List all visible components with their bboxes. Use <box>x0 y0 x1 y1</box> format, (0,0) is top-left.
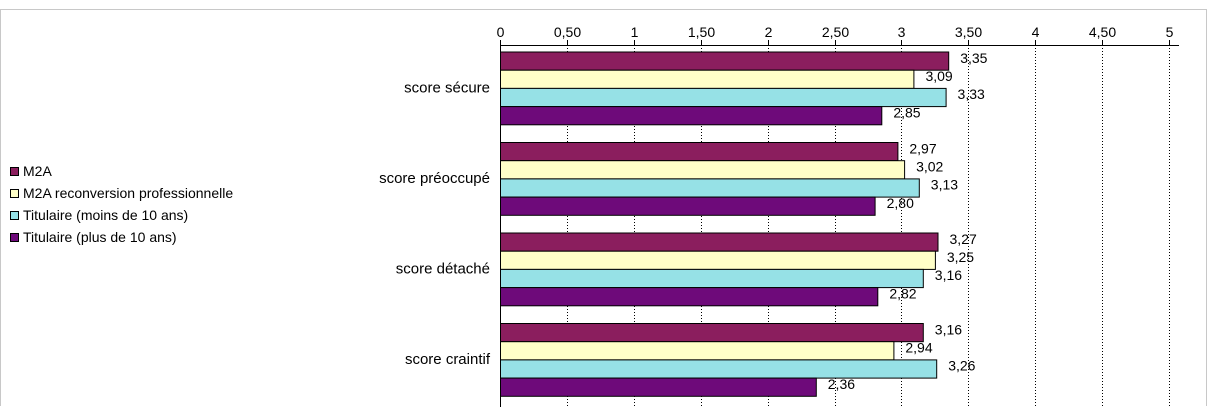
data-label: 2,97 <box>909 140 936 156</box>
legend-swatch <box>10 166 19 176</box>
bar <box>500 142 899 162</box>
data-label: 3,27 <box>950 231 977 247</box>
bar <box>500 87 947 108</box>
data-label: 3,16 <box>935 267 962 283</box>
bar <box>500 341 895 361</box>
bar <box>500 51 950 71</box>
data-label: 3,25 <box>947 249 974 265</box>
legend-label: Titulaire (plus de 10 ans) <box>23 229 177 245</box>
bar <box>500 160 906 180</box>
tick-label: 2,50 <box>822 24 849 40</box>
tick-label: 0,50 <box>554 24 581 40</box>
legend-swatch <box>10 210 19 220</box>
legend: M2A M2A reconversion professionnelle Tit… <box>10 160 233 248</box>
data-label: 2,80 <box>887 195 914 211</box>
tick-label: 0 <box>497 24 505 40</box>
legend-item: Titulaire (moins de 10 ans) <box>10 204 233 226</box>
tick-label: 3,50 <box>955 24 982 40</box>
legend-swatch <box>10 188 19 198</box>
data-label: 2,36 <box>828 376 855 392</box>
legend-label: M2A reconversion professionnelle <box>23 185 234 201</box>
category-label: score sécure <box>404 79 490 96</box>
tick-label: 1 <box>631 24 639 40</box>
chart-frame <box>0 9 1207 406</box>
bar <box>500 69 915 89</box>
bar <box>500 323 924 343</box>
bars: 3,35 3,09 3,33 2,85 2,97 3,02 3,13 2,80 3,27 3,25… <box>500 50 988 397</box>
bar <box>500 178 920 198</box>
legend-swatch <box>10 232 19 242</box>
bar <box>500 377 817 397</box>
data-label: 2,94 <box>905 340 932 356</box>
data-label: 3,02 <box>916 159 943 175</box>
tick-label: 5 <box>1166 24 1174 40</box>
bar <box>500 196 876 216</box>
bar <box>500 268 924 289</box>
legend-item: Titulaire (plus de 10 ans) <box>10 226 233 248</box>
bar <box>500 232 939 252</box>
legend-label: Titulaire (moins de 10 ans) <box>23 207 189 223</box>
data-label: 3,33 <box>958 86 985 102</box>
bar <box>500 106 883 126</box>
tick-label: 2 <box>765 24 773 40</box>
data-label: 2,85 <box>893 104 920 120</box>
bar <box>500 250 936 270</box>
category-labels: score sécure score préoccupé score détaché… <box>379 79 491 368</box>
category-label: score détaché <box>396 260 490 277</box>
legend-item: M2A <box>10 160 233 182</box>
data-label: 3,16 <box>935 321 962 337</box>
category-label: score craintif <box>405 351 491 368</box>
data-label: 3,09 <box>925 68 952 84</box>
legend-label: M2A <box>23 163 52 179</box>
bar <box>500 359 938 379</box>
legend-item: M2A reconversion professionnelle <box>10 182 233 204</box>
x-axis-ticks: 0 0,50 1 1,50 2 2,50 3 3,50 4 4,50 5 <box>497 24 1179 46</box>
data-label: 2,82 <box>889 285 916 301</box>
tick-label: 1,50 <box>688 24 715 40</box>
tick-label: 3 <box>898 24 906 40</box>
tick-label: 4,50 <box>1089 24 1116 40</box>
category-label: score préoccupé <box>379 170 490 187</box>
data-label: 3,26 <box>948 358 975 374</box>
data-label: 3,13 <box>931 177 958 193</box>
tick-label: 4 <box>1032 24 1040 40</box>
data-label: 3,35 <box>960 50 987 66</box>
bar <box>500 287 879 307</box>
